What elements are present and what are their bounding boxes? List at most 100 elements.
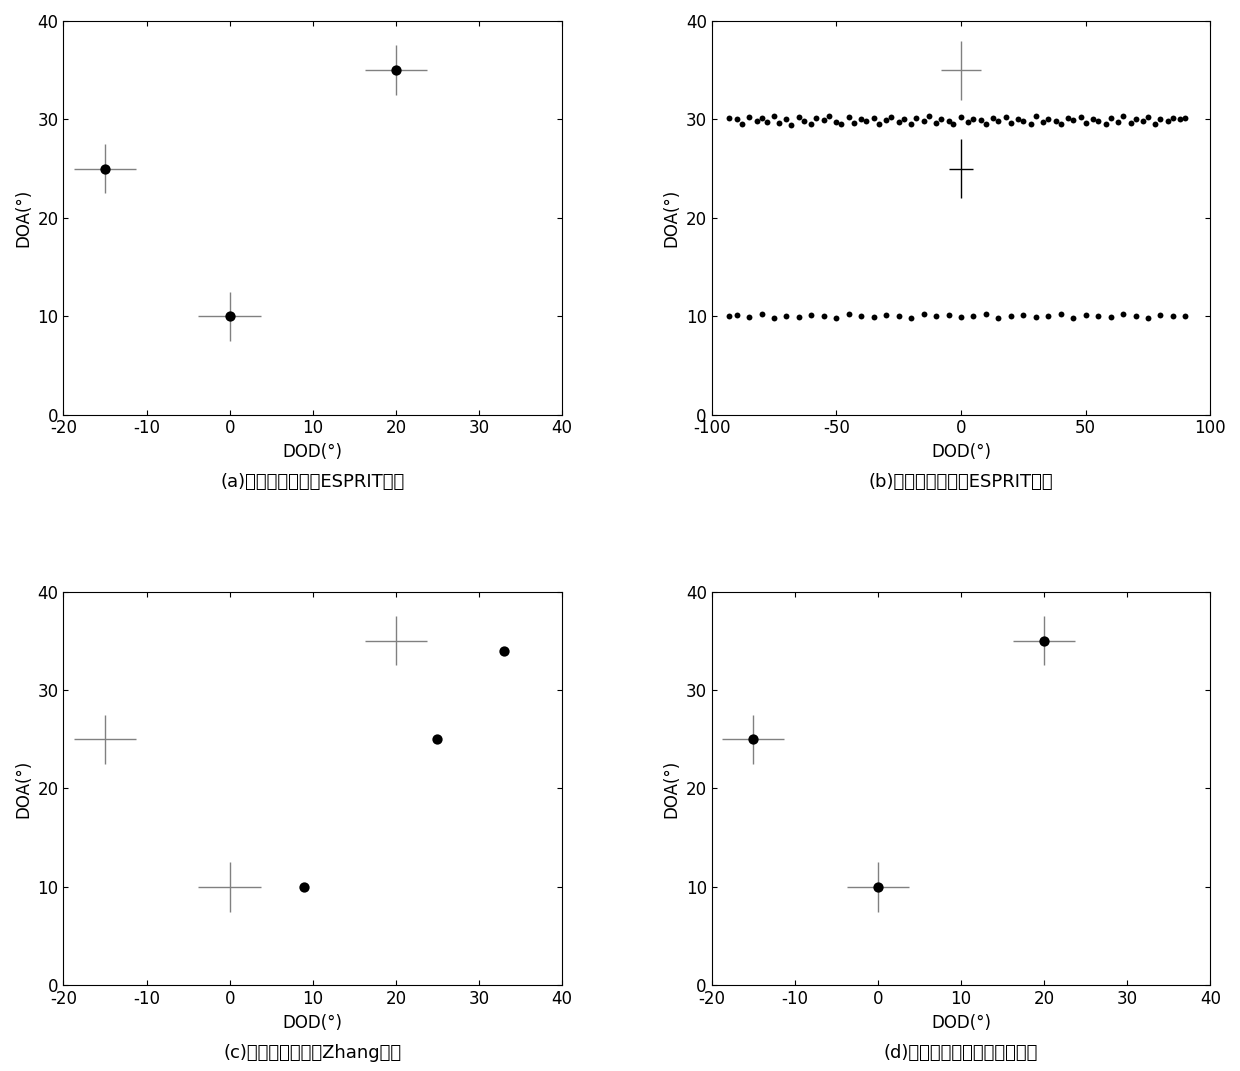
Point [1021,116,1040,133]
Point [901,310,921,327]
Point [931,110,951,127]
Point [739,308,759,326]
Point [813,111,833,129]
Point [739,109,759,126]
Point [732,116,751,133]
Point [801,306,821,323]
Point [95,160,115,177]
Point [789,109,808,126]
Point [1126,307,1146,325]
Point [1001,115,1021,132]
Point [889,114,909,131]
Point [864,308,884,326]
Point [963,307,983,325]
Y-axis label: DOA(°): DOA(°) [662,188,680,246]
Point [1058,109,1078,126]
Text: (c)阵元故障时采用Zhang方法: (c)阵元故障时采用Zhang方法 [223,1044,402,1062]
Text: (d)阵元故障时采用本发明方法: (d)阵元故障时采用本发明方法 [884,1044,1038,1062]
Point [939,112,959,130]
Y-axis label: DOA(°): DOA(°) [662,759,680,817]
Point [939,306,959,323]
Point [1138,109,1158,126]
Point [877,306,897,323]
Point [826,310,846,327]
Point [868,878,888,895]
Point [988,112,1008,130]
Point [971,111,991,129]
Point [1076,306,1096,323]
Point [806,109,826,126]
Point [852,307,872,325]
Point [1101,109,1121,126]
Point [494,643,513,660]
Point [976,116,996,133]
Point [295,878,315,895]
Point [1133,112,1153,130]
Point [386,61,405,78]
Point [1089,307,1109,325]
Point [776,307,796,325]
Point [751,109,771,126]
X-axis label: DOD(°): DOD(°) [931,1014,991,1031]
Point [1050,116,1070,133]
Point [894,110,914,127]
Point [1101,308,1121,326]
Point [1013,306,1033,323]
Y-axis label: DOA(°): DOA(°) [14,759,32,817]
Point [976,305,996,322]
Point [852,110,872,127]
Point [844,115,864,132]
Point [776,110,796,127]
Point [1063,111,1083,129]
Point [926,115,946,132]
Point [1033,114,1053,131]
Point [864,109,884,126]
Point [1096,116,1116,133]
Point [1008,110,1028,127]
Point [1114,305,1133,322]
Point [988,310,1008,327]
Point [963,110,983,127]
Point [831,116,851,133]
X-axis label: DOD(°): DOD(°) [283,1014,342,1031]
Point [1109,114,1128,131]
Point [1013,112,1033,130]
Point [1038,307,1058,325]
Point [857,112,877,130]
Point [801,116,821,133]
Point [1146,116,1166,133]
Point [813,307,833,325]
Point [1076,115,1096,132]
Point [951,308,971,326]
Point [1045,112,1065,130]
Point [1163,109,1183,126]
Point [1126,110,1146,127]
Point [727,306,746,323]
Point [877,111,897,129]
Point [919,108,939,125]
Point [1151,110,1171,127]
Point [914,305,934,322]
Point [756,114,776,131]
Point [869,116,889,133]
Point [951,109,971,126]
Point [1171,110,1190,127]
Text: (b)阵元故障时采用ESPRIT算法: (b)阵元故障时采用ESPRIT算法 [869,473,1053,492]
Point [882,109,901,126]
Point [789,308,808,326]
Point [719,307,739,325]
Point [794,112,813,130]
Point [428,730,448,748]
Point [751,305,771,322]
Point [996,109,1016,126]
Point [959,114,978,131]
Point [1138,310,1158,327]
Point [1121,115,1141,132]
Point [889,307,909,325]
Point [1025,308,1045,326]
Point [1034,632,1054,649]
Point [1158,112,1178,130]
Point [746,112,766,130]
Point [839,109,859,126]
Point [1163,307,1183,325]
